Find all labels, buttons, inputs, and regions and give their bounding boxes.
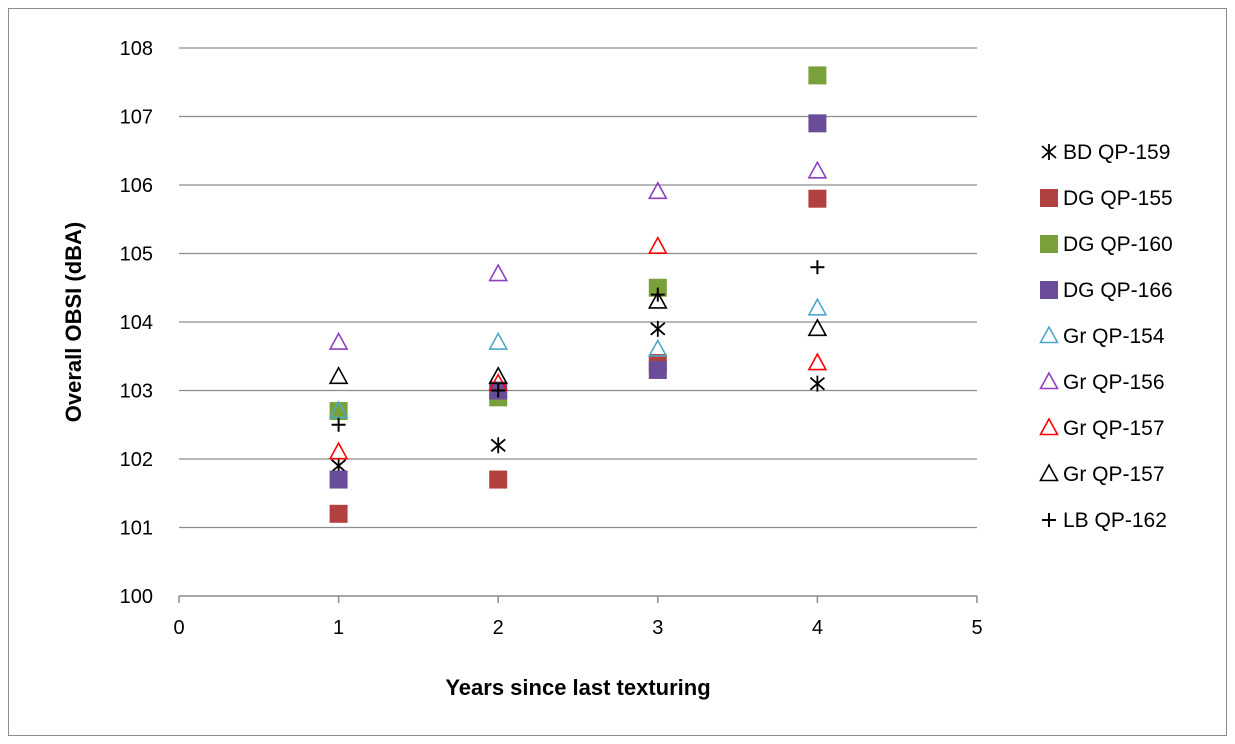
data-point xyxy=(647,338,668,357)
legend-entry: Gr QP-154 xyxy=(1039,325,1165,348)
data-point xyxy=(808,114,827,133)
legend-marker xyxy=(1039,371,1059,390)
legend-label: Gr QP-157 xyxy=(1063,463,1165,486)
legend-entry: DG QP-166 xyxy=(1040,279,1173,302)
legend-entry: LB QP-162 xyxy=(1042,509,1167,532)
asterisk-stroke xyxy=(809,376,825,391)
legend-entry: DG QP-160 xyxy=(1040,233,1173,256)
legend-label: LB QP-162 xyxy=(1063,509,1167,532)
legend-marker xyxy=(1039,417,1059,436)
scatter-chart: 0 1 2 3 4 5 100 101 102 103 104 105 106 107 108 BD QP-… xyxy=(61,38,1173,700)
y-tick-label: 100 xyxy=(120,586,153,608)
series-2 xyxy=(329,189,827,523)
legend-marker xyxy=(1042,513,1056,527)
legend-label: Gr QP-156 xyxy=(1063,371,1165,394)
data-point xyxy=(488,331,509,350)
legend-entry: BD QP-159 xyxy=(1041,141,1170,164)
data-point xyxy=(331,417,346,432)
data-point xyxy=(329,470,348,489)
legend-marker xyxy=(1040,189,1058,207)
legend-label: DG QP-155 xyxy=(1063,187,1173,210)
data-point xyxy=(650,320,666,337)
legend-marker xyxy=(1041,144,1057,160)
legend: BD QP-159 DG QP-155 DG QP-160 DG QP-166 Gr Q… xyxy=(1039,141,1173,532)
legend-entry: Gr QP-157 xyxy=(1039,417,1165,440)
x-tick-label: 4 xyxy=(812,617,823,639)
legend-entry: Gr QP-156 xyxy=(1039,371,1165,394)
data-point xyxy=(807,318,828,337)
data-points xyxy=(328,66,828,523)
legend-label: Gr QP-157 xyxy=(1063,417,1165,440)
data-point xyxy=(647,235,668,254)
asterisk-stroke xyxy=(331,459,347,473)
asterisk-stroke xyxy=(1041,145,1057,159)
data-point xyxy=(328,366,349,385)
series-1 xyxy=(331,320,825,474)
data-point xyxy=(808,66,827,85)
y-tick-label: 101 xyxy=(120,518,153,540)
x-tick-label: 0 xyxy=(173,617,184,639)
y-axis-title: Overall OBSI (dBA) xyxy=(61,222,86,422)
data-point xyxy=(810,260,825,275)
data-point xyxy=(650,287,665,302)
x-tick-label: 5 xyxy=(971,617,982,639)
legend-label: Gr QP-154 xyxy=(1063,325,1165,348)
series-3 xyxy=(329,66,827,421)
legend-entry: Gr QP-157 xyxy=(1039,463,1165,486)
y-tick-label: 108 xyxy=(120,38,153,60)
data-point xyxy=(489,470,508,489)
legend-marker xyxy=(1039,463,1059,482)
legend-label: DG QP-160 xyxy=(1063,233,1173,256)
legend-marker xyxy=(1039,325,1059,344)
legend-marker xyxy=(1040,235,1058,253)
y-tick-label: 102 xyxy=(120,449,153,471)
y-tick-label: 104 xyxy=(120,312,153,334)
x-tick-label: 3 xyxy=(652,617,663,639)
legend-entry: DG QP-155 xyxy=(1040,187,1173,210)
data-point xyxy=(647,181,668,200)
y-tick-label: 106 xyxy=(120,175,153,197)
series-4 xyxy=(329,114,827,489)
data-point xyxy=(491,383,506,398)
y-tick-label: 107 xyxy=(120,107,153,129)
series-5 xyxy=(328,297,828,419)
data-point xyxy=(490,437,506,454)
legend-marker xyxy=(1040,281,1058,299)
data-point xyxy=(329,402,348,421)
data-point xyxy=(647,290,668,309)
data-point xyxy=(488,366,509,385)
gridlines xyxy=(179,47,977,529)
y-tick-label: 103 xyxy=(120,381,153,403)
data-point xyxy=(328,331,349,350)
series-6 xyxy=(328,160,828,350)
series-8 xyxy=(328,290,828,385)
asterisk-stroke xyxy=(650,322,666,336)
asterisk-stroke xyxy=(490,438,506,452)
x-tick-label: 1 xyxy=(333,617,344,639)
legend-label: BD QP-159 xyxy=(1063,141,1170,164)
series-9 xyxy=(331,260,825,432)
legend-label: DG QP-166 xyxy=(1063,279,1173,302)
data-point xyxy=(807,160,828,179)
data-point xyxy=(808,189,827,208)
data-point xyxy=(648,360,667,379)
x-tick-label: 2 xyxy=(493,617,504,639)
axes: 0 1 2 3 4 5 100 101 102 103 104 105 106 107 108 xyxy=(120,38,983,639)
data-point xyxy=(809,375,825,392)
data-point xyxy=(328,400,349,419)
series-7 xyxy=(328,235,828,460)
data-point xyxy=(488,263,509,282)
data-point xyxy=(807,297,828,316)
chart-frame: 0 1 2 3 4 5 100 101 102 103 104 105 106 107 108 BD QP-… xyxy=(8,8,1227,736)
x-axis-title: Years since last texturing xyxy=(445,675,710,700)
data-point xyxy=(328,441,349,460)
data-point xyxy=(807,352,828,371)
data-point xyxy=(329,504,348,523)
y-tick-label: 105 xyxy=(120,244,153,266)
